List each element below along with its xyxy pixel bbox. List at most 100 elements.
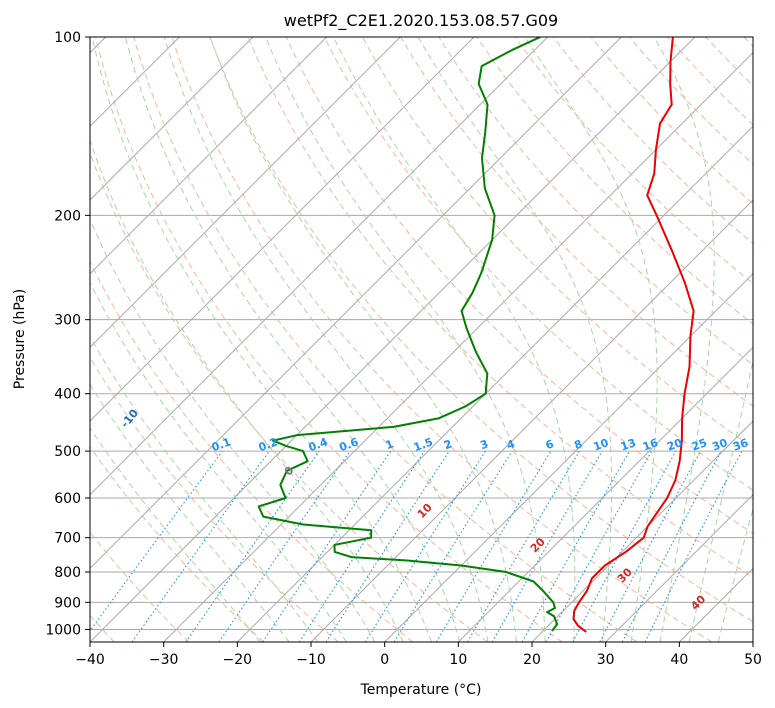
mixing-ratio-label: 0.6: [338, 435, 361, 454]
mixing-ratio-label: 1: [384, 437, 396, 452]
mixing-ratio-label: 8: [572, 437, 584, 452]
moist-adiabat-line: [90, 335, 319, 642]
mixing-ratio-line: [572, 450, 677, 642]
x-tick-label: −40: [75, 652, 105, 668]
chart-title: wetPf2_C2E1.2020.153.08.57.G09: [284, 11, 558, 31]
x-tick-label: 0: [380, 652, 389, 668]
mixing-ratio-label: 10: [592, 436, 611, 454]
moist-adiabat-line: [90, 281, 347, 642]
isotherm-line: [90, 37, 401, 349]
dry-adiabat-line: [90, 445, 264, 642]
isotherm-line: [163, 51, 753, 642]
y-tick-label: 900: [54, 595, 81, 611]
x-tick-label: 10: [449, 652, 467, 668]
isotherm-line: [90, 37, 254, 201]
isotherm-line: [90, 37, 622, 570]
mixing-ratio-line: [298, 450, 425, 642]
mixing-ratio-label: 13: [619, 436, 638, 453]
moist-adiabat-line: [209, 37, 517, 642]
mixing-ratio-label: 6: [544, 437, 556, 452]
moist-adiabat-line: [90, 427, 261, 642]
moist-adiabat-line: [124, 37, 461, 642]
mixing-ratio-line: [262, 450, 392, 642]
moist-adiabat-line: [90, 383, 290, 642]
y-axis-ticks: 1000 900 800 700 600 500 400 300 200 100: [45, 30, 90, 638]
mixing-ratio-line: [545, 450, 653, 642]
y-tick-label: 300: [54, 313, 81, 329]
isotherm-line: [384, 272, 753, 642]
y-tick-label: 100: [54, 30, 81, 46]
mixing-ratio-label: 30: [710, 436, 729, 454]
y-tick-label: 700: [54, 531, 81, 547]
dry-adiabat-line: [209, 37, 753, 623]
x-tick-label: 30: [597, 652, 615, 668]
y-tick-label: 200: [54, 208, 81, 224]
dry-adiabat-line: [95, 37, 563, 642]
isotherm-line: [531, 420, 753, 642]
mixing-ratio-label: 16: [641, 436, 660, 454]
x-tick-label: 50: [744, 652, 762, 668]
isotherm-line: [90, 37, 328, 275]
isotherm-line: [90, 37, 696, 642]
y-tick-label: 800: [54, 565, 81, 581]
moist-adiabat-line: [163, 37, 489, 642]
isotherm-line: [90, 37, 475, 422]
mixing-ratio-line: [218, 450, 351, 642]
dry-adiabat-line: [514, 37, 753, 285]
mixing-ratio-label: 25: [690, 436, 709, 453]
mixing-ratio-line: [185, 450, 320, 642]
temperature-trace: [572, 37, 695, 633]
mixing-ratio-line: [644, 450, 743, 642]
moist-adiabat-line: [265, 37, 546, 642]
mixing-ratio-line: [521, 450, 630, 642]
mixing-ratio-label: 2: [442, 437, 454, 452]
x-tick-label: 40: [670, 652, 688, 668]
isotherm-line: [236, 125, 753, 642]
mixing-ratio-label: 3: [478, 437, 490, 452]
isotherm-line: [457, 346, 753, 642]
mixing-ratio-line: [325, 450, 450, 642]
isotherm-line: [90, 37, 549, 496]
moist-adiabat-line: [417, 37, 613, 642]
mixing-ratio-label: 1.5: [412, 435, 435, 454]
moist-adiabat-line: [90, 138, 404, 642]
x-axis-label: Temperature (°C): [360, 682, 482, 698]
y-tick-label: 1000: [45, 622, 81, 638]
mixing-ratio-label: 4: [505, 437, 517, 452]
dry-adiabat-line: [323, 37, 753, 491]
plot-area: 0.10.20.40.611.52346810131620253036-100-…: [90, 37, 753, 642]
y-tick-label: 400: [54, 387, 81, 403]
mixing-ratio-line: [393, 450, 513, 642]
dry-adiabat-line: [171, 37, 713, 642]
dry-adiabat-line: [285, 37, 753, 534]
x-tick-label: −30: [149, 652, 179, 668]
moist-adiabat-line: [717, 506, 753, 642]
moist-adiabat-line: [688, 358, 753, 642]
mixing-ratio-label: 0.4: [307, 435, 330, 454]
mixing-ratio-label: 20: [665, 436, 684, 454]
y-tick-label: 600: [54, 491, 81, 507]
moist-adiabat-line: [91, 37, 432, 642]
dewpoint-trace: [257, 37, 559, 632]
moist-adiabat-line: [653, 37, 715, 642]
isotherm-line: [605, 493, 753, 642]
mixing-ratio-label: 0.1: [210, 435, 233, 454]
mixing-ratio-label: 36: [731, 436, 750, 454]
x-axis-ticks: −40 −30 −20 −10 0 10 20 30 40 50: [75, 642, 762, 668]
mixing-ratio-label: 0.2: [257, 435, 280, 454]
moist-adiabat-line: [524, 37, 658, 642]
dry-adiabat-line: [90, 260, 414, 642]
mixing-ratio-line: [131, 450, 270, 642]
plot-frame: [89, 36, 754, 643]
y-axis-label: Pressure (hPa): [12, 289, 28, 389]
x-tick-label: 20: [523, 652, 541, 668]
dry-adiabat-line: [90, 356, 339, 642]
dry-adiabat-line: [247, 37, 753, 578]
moist-adiabat-line: [333, 37, 576, 642]
mixing-ratio-line: [90, 450, 223, 632]
y-tick-label: 500: [54, 444, 81, 460]
x-tick-label: −10: [296, 652, 326, 668]
x-tick-label: −20: [223, 652, 253, 668]
